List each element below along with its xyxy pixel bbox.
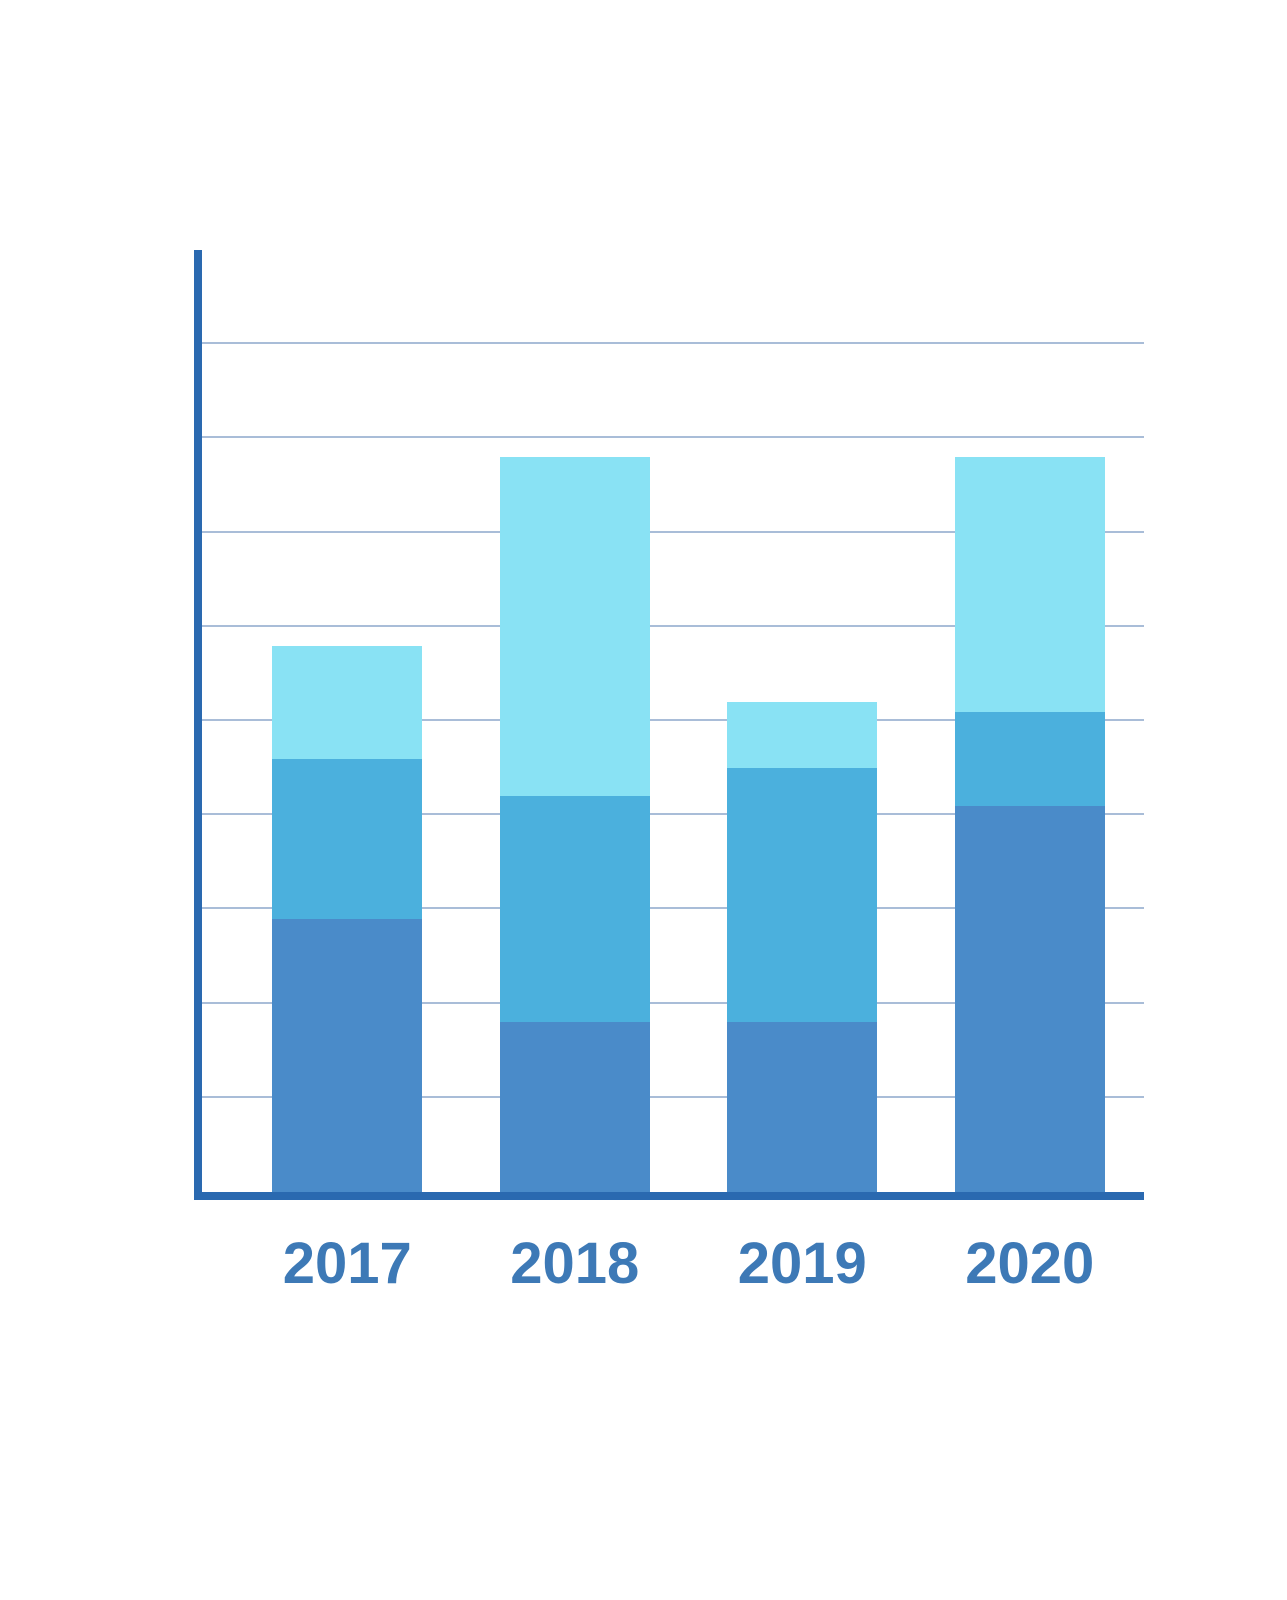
y-axis <box>194 250 202 1200</box>
segment-top <box>500 457 650 796</box>
bar-2020 <box>955 457 1105 1192</box>
segment-middle <box>500 796 650 1022</box>
x-label: 2018 <box>500 1230 650 1297</box>
bar-2018 <box>500 457 650 1192</box>
x-axis-labels: 2017 2018 2019 2020 <box>234 1230 1144 1297</box>
segment-middle <box>727 768 877 1022</box>
bar-2019 <box>727 702 877 1192</box>
plot-area <box>194 250 1144 1200</box>
segment-middle <box>955 712 1105 806</box>
segment-bottom <box>272 919 422 1192</box>
x-label: 2020 <box>955 1230 1105 1297</box>
x-label: 2019 <box>727 1230 877 1297</box>
x-axis <box>194 1192 1144 1200</box>
segment-bottom <box>955 806 1105 1192</box>
bars-region <box>234 250 1144 1192</box>
segment-middle <box>272 759 422 919</box>
stacked-bar-chart: 2017 2018 2019 2020 <box>144 250 1144 1350</box>
segment-top <box>955 457 1105 711</box>
x-label: 2017 <box>272 1230 422 1297</box>
segment-top <box>727 702 877 768</box>
segment-top <box>272 646 422 759</box>
bar-2017 <box>272 646 422 1192</box>
segment-bottom <box>500 1022 650 1192</box>
segment-bottom <box>727 1022 877 1192</box>
